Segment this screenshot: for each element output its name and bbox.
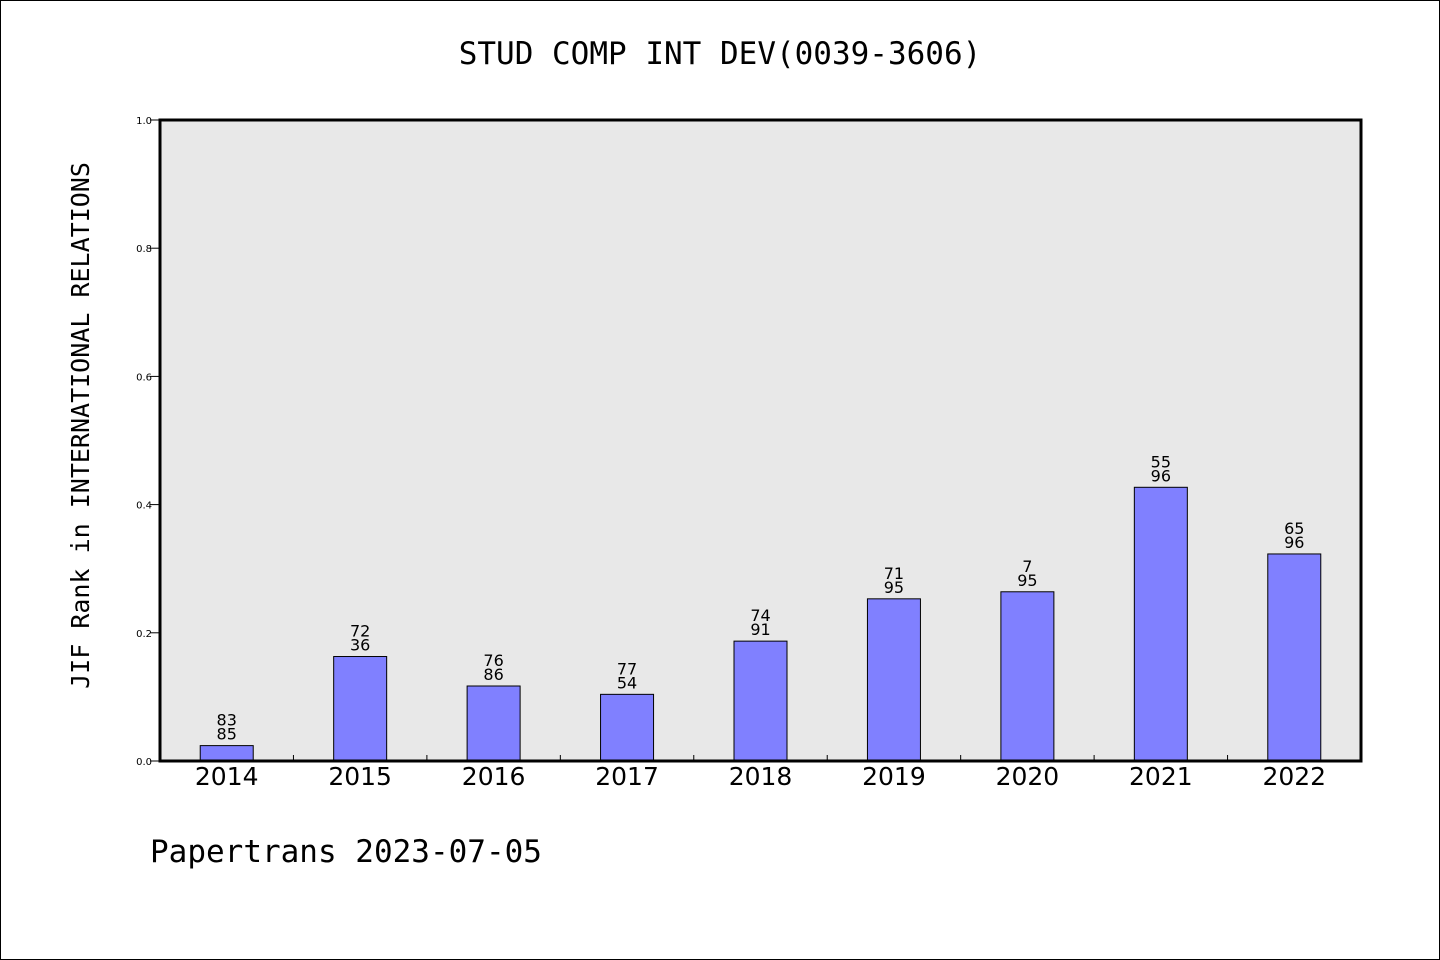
bar-label-top: 83 <box>217 711 237 730</box>
bar-label-bottom: 54 <box>617 673 637 692</box>
x-tick-label: 2014 <box>195 762 259 791</box>
bar-label-top: 74 <box>750 606 770 625</box>
y-tick-label: 0.4 <box>136 501 152 512</box>
bar-label-top: 72 <box>350 622 370 641</box>
x-tick-label: 2018 <box>729 762 793 791</box>
bar-label-bottom: 86 <box>483 665 503 684</box>
x-tick-label: 2016 <box>462 762 526 791</box>
bar <box>333 656 388 762</box>
bar-label-top: 65 <box>1284 519 1304 538</box>
bar-label-top: 71 <box>884 564 904 583</box>
bar-label-bottom: 96 <box>1151 466 1171 485</box>
x-tick-label: 2022 <box>1262 762 1326 791</box>
bar-label-bottom: 85 <box>217 725 237 744</box>
plot-border <box>158 118 1363 763</box>
y-tick-label: 0.0 <box>136 757 152 768</box>
bar-label-bottom: 95 <box>884 578 904 597</box>
bar-label-bottom: 96 <box>1284 533 1304 552</box>
bar <box>1267 553 1322 762</box>
x-tick-label: 2015 <box>328 762 392 791</box>
x-axis-labels: 2014 2015 2016 2017 2018 2019 2020 2021 2022 <box>195 755 1326 791</box>
bar <box>1000 591 1055 762</box>
x-tick-label: 2017 <box>595 762 659 791</box>
bar <box>199 745 254 762</box>
bar-label-top: 77 <box>617 659 637 678</box>
y-tick-label: 0.2 <box>136 629 152 640</box>
y-axis-title: JIF Rank in INTERNATIONAL RELATIONS <box>66 162 95 689</box>
x-tick-label: 2019 <box>862 762 926 791</box>
x-tick-label: 2020 <box>996 762 1060 791</box>
bar-label-top: 7 <box>1022 557 1032 576</box>
footer-text: Papertrans 2023-07-05 <box>150 834 542 870</box>
y-axis-ticks: 0.0 0.2 0.4 0.6 0.8 1.0 <box>136 116 160 768</box>
bar <box>1133 486 1188 762</box>
chart-title: STUD COMP INT DEV(0039-3606) <box>458 36 982 72</box>
y-tick-label: 0.6 <box>136 372 152 383</box>
bar-label-top: 76 <box>483 651 503 670</box>
bar <box>600 693 655 762</box>
x-tick-label: 2021 <box>1129 762 1193 791</box>
bar <box>866 598 921 762</box>
bar-label-bottom: 36 <box>350 636 370 655</box>
bar-label-bottom: 91 <box>750 620 770 639</box>
bar-label-bottom: 95 <box>1017 571 1037 590</box>
bar-label-top: 55 <box>1151 452 1171 471</box>
bar <box>733 640 788 762</box>
bar <box>466 685 521 762</box>
y-tick-label: 0.8 <box>136 244 152 255</box>
y-tick-label: 1.0 <box>136 116 152 127</box>
